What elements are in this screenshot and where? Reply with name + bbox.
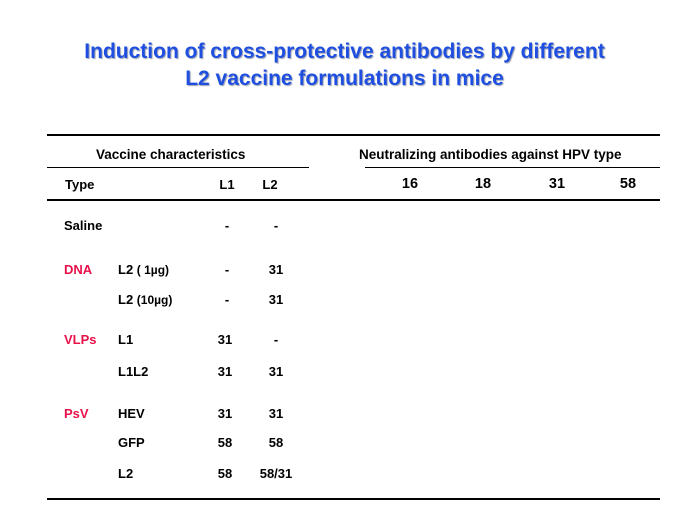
row-psv-gfp-l1: 58 [217,435,233,450]
row-group-psv: PsV [64,406,89,421]
title-line-1: Induction of cross-protective antibodies… [84,40,605,63]
row-psv-gfp-formulation: GFP [118,435,145,450]
row-psv-l2-l2: 58/31 [259,466,293,481]
row-dna-1ug-l1: - [224,262,230,277]
table-top-rule [47,134,660,136]
header-neutralizing-antibodies: Neutralizing antibodies against HPV type [359,147,622,162]
row-dna-1ug-formulation: L2 ( 1µg) [118,262,170,277]
header-hpv-16: 16 [401,176,419,192]
header-type: Type [65,177,95,192]
row-psv-hev-l2: 31 [268,406,284,421]
row-vlps-l1l2-l2: 31 [268,364,284,379]
row-dna-10ug-l1: - [224,292,230,307]
title-line-2: L2 vaccine formulations in mice [185,67,504,90]
header-l2: L2 [262,177,278,192]
row-psv-l2-formulation: L2 [118,466,134,481]
row-vlps-l1-l1: 31 [217,332,233,347]
slide-title: Induction of cross-protective antibodies… [0,38,689,92]
row-dna-10ug-l2: 31 [268,292,284,307]
header-hpv-31: 31 [548,176,566,192]
row-group-saline: Saline [64,218,103,233]
row-vlps-l1l2-formulation: L1L2 [118,364,149,379]
header-hpv-58: 58 [619,176,637,192]
table-bottom-rule [47,498,660,500]
header-hpv-18: 18 [474,176,492,192]
row-vlps-l1-formulation: L1 [118,332,134,347]
row-psv-hev-l1: 31 [217,406,233,421]
row-saline-l2: - [273,218,279,233]
header-vaccine-characteristics: Vaccine characteristics [96,147,246,162]
row-vlps-l1-l2: - [273,332,279,347]
row-psv-hev-formulation: HEV [118,406,145,421]
row-dna-10ug-formulation: L2 (10µg) [118,292,173,307]
row-psv-l2-l1: 58 [217,466,233,481]
row-psv-gfp-l2: 58 [268,435,284,450]
group-right-rule [365,167,660,168]
header-bottom-rule [47,199,660,201]
header-l1: L1 [219,177,235,192]
row-saline-l1: - [224,218,230,233]
row-group-dna: DNA [64,262,93,277]
row-dna-1ug-l2: 31 [268,262,284,277]
row-group-vlps: VLPs [64,332,97,347]
row-vlps-l1l2-l1: 31 [217,364,233,379]
group-left-rule [47,167,309,168]
